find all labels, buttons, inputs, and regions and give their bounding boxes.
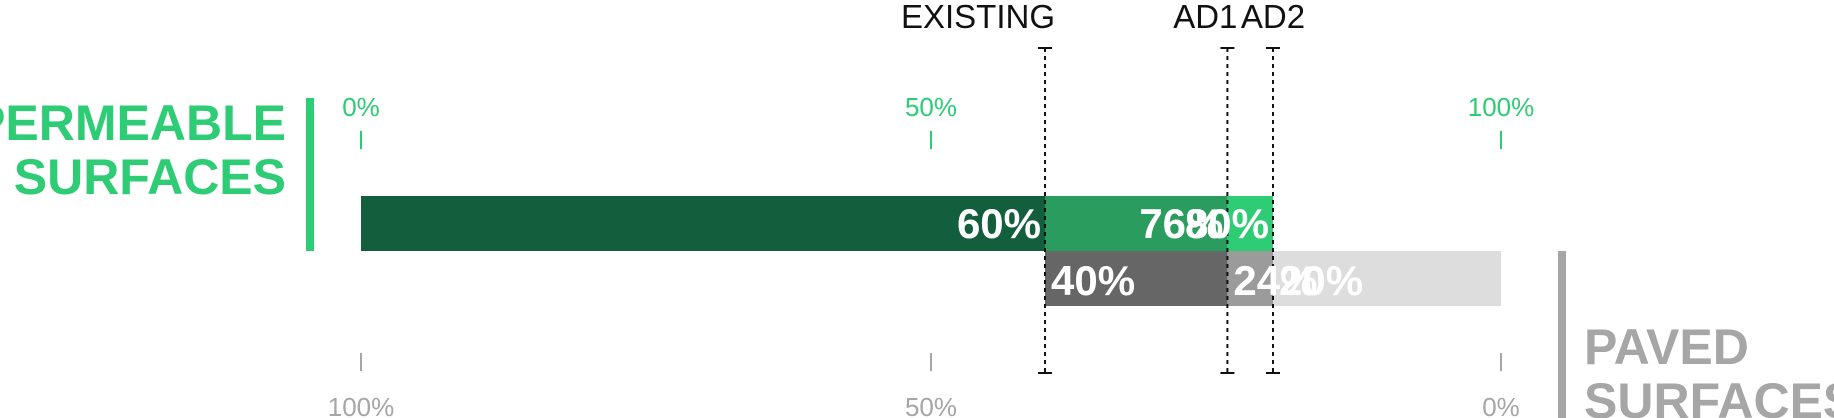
permeable-bar-existing: [361, 196, 1045, 251]
permeable-value-label-ad2: 80%: [1185, 200, 1269, 247]
scenario-label-existing: EXISTING: [901, 0, 1055, 35]
scenario-label-ad2: AD2: [1241, 0, 1305, 35]
paved-bar-existing: [1045, 251, 1228, 306]
permeable-value-label-ad1: 76%: [1139, 200, 1223, 247]
top-axis-tick-label: 0%: [342, 92, 380, 122]
permeable-bar-ad1: [1045, 196, 1228, 251]
scenario-markers: EXISTING AD1 AD2: [901, 0, 1305, 374]
permeable-value-label-existing: 60%: [957, 200, 1041, 247]
permeable-label-line-2: SURFACES: [14, 149, 286, 205]
paved-bar-ad2: [1273, 251, 1501, 306]
top-axis-tick-label: 100%: [1468, 92, 1535, 122]
bottom-axis-tick-label: 100%: [328, 392, 395, 418]
paved-label-line-1: PAVED: [1584, 319, 1749, 375]
permeable-label-line-1: PERMEABLE: [0, 95, 286, 151]
paved-value-label-ad1: 24%: [1233, 257, 1317, 304]
bottom-axis-tick-label: 0%: [1482, 392, 1520, 418]
top-axis-tick-label: 50%: [905, 92, 957, 122]
paved-bars: [1045, 251, 1501, 306]
paved-value-label-existing: 40%: [1051, 257, 1135, 304]
scenario-label-ad1: AD1: [1173, 0, 1237, 35]
bottom-axis-tick-label: 50%: [905, 392, 957, 418]
permeable-bar-ad2: [1227, 196, 1273, 251]
paved-label-line-2: SURFACES: [1584, 373, 1834, 418]
top-axis: 0% 50% 100%: [342, 92, 1534, 149]
bottom-axis: 100% 50% 0%: [328, 353, 1520, 418]
permeable-bars: [361, 196, 1273, 251]
paved-bar-ad1: [1227, 251, 1273, 306]
paved-side-bar: [1558, 251, 1566, 418]
paved-value-label-ad2: 20%: [1279, 257, 1363, 304]
bar-value-labels: 60% 76%80% 40% 24%20%: [957, 200, 1363, 304]
permeable-side-bar: [306, 98, 314, 251]
